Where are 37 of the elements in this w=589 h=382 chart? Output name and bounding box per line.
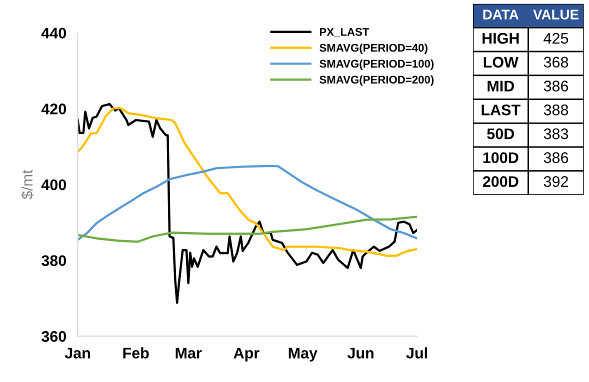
data-label: 383 [544, 128, 568, 140]
y-tick-label: 360 [42, 331, 66, 342]
data-label: 386 [544, 152, 568, 164]
category-label: LAST [482, 104, 520, 116]
x-tick-label: May [288, 348, 318, 362]
legend-label: SMAVG(PERIOD=200) [320, 75, 434, 86]
text: VALUE [533, 10, 578, 20]
category-label: LOW [484, 56, 518, 68]
legend-label: SMAVG(PERIOD=100) [320, 60, 434, 70]
x-tick-label: Jan [64, 348, 90, 358]
line-series [78, 216, 418, 243]
category-label: 100D [483, 152, 518, 164]
category-label: 50D [487, 128, 514, 140]
x-tick-label: Jul [406, 347, 427, 358]
data-label: 368 [544, 56, 568, 68]
y-axis-title: $/mt [21, 170, 34, 200]
category-label: HIGH [482, 32, 519, 44]
x-tick-label: Feb [123, 347, 149, 358]
x-tick-label: Jun [347, 348, 374, 358]
data-label: 388 [544, 104, 568, 116]
category-label: 200D [482, 176, 518, 187]
line-series [78, 103, 418, 304]
x-tick-label: Mar [176, 348, 202, 358]
y-tick-label: 440 [41, 28, 66, 39]
data-label: 392 [544, 176, 568, 187]
data-label: 386 [544, 80, 568, 92]
line-series [78, 164, 418, 241]
legend-label: PX_LAST [320, 28, 370, 38]
y-tick-label: 380 [42, 255, 66, 266]
y-tick-label: 420 [41, 104, 66, 114]
x-tick-label: Apr [234, 348, 260, 362]
category-label: MID [488, 80, 514, 92]
text: DATA [483, 10, 519, 20]
data-label: 425 [544, 32, 568, 44]
line-series [78, 107, 418, 257]
legend-label: SMAVG(PERIOD=40) [320, 44, 428, 54]
y-tick-label: 400 [41, 179, 66, 190]
